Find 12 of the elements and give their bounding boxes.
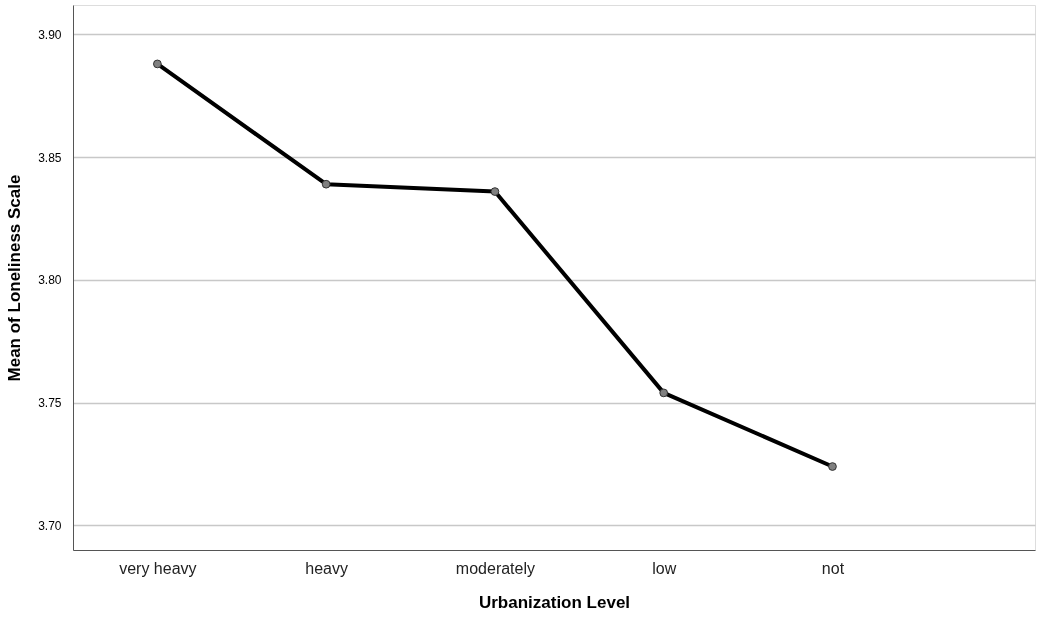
- x-tick-label: moderately: [455, 559, 536, 577]
- y-axis-title: Mean of Loneliness Scale: [5, 174, 25, 382]
- y-tick-label: 3.75: [38, 396, 62, 411]
- x-tick-label: low: [652, 559, 677, 577]
- x-axis-title: Urbanization Level: [478, 592, 631, 612]
- x-tick-label: very heavy: [119, 559, 197, 577]
- y-tick-label: 3.70: [38, 518, 62, 533]
- y-tick-label: 3.85: [38, 150, 62, 165]
- x-tick-label: not: [821, 559, 845, 577]
- y-tick-label: 3.80: [38, 273, 62, 288]
- y-tick-label: 3.90: [38, 27, 62, 42]
- x-tick-label: heavy: [305, 559, 349, 577]
